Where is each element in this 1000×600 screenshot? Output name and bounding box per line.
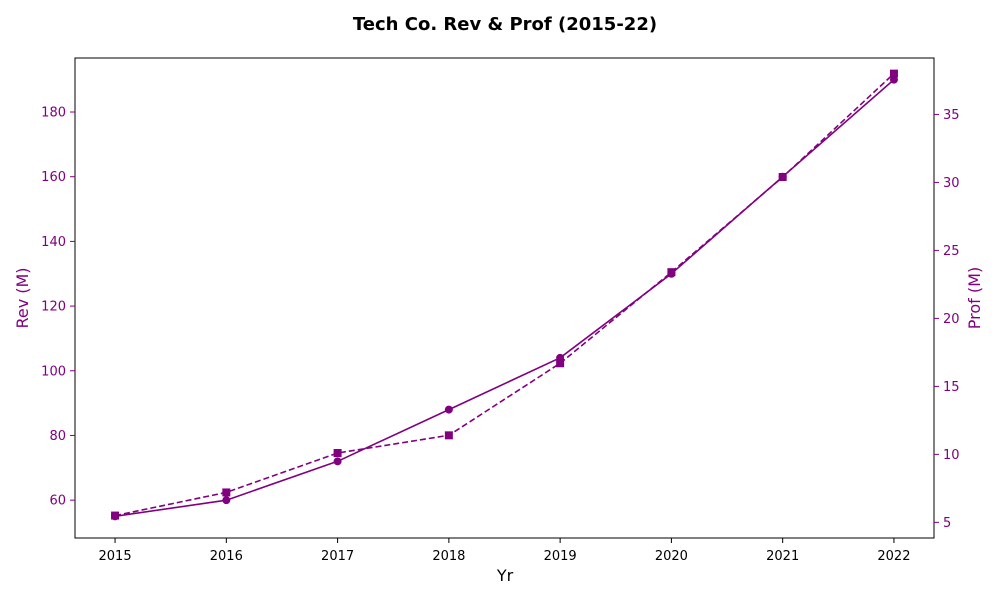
left-y-axis-label: Rev (M) bbox=[13, 267, 32, 328]
right-y-axis-label: Prof (M) bbox=[965, 267, 984, 329]
x-tick-label: 2015 bbox=[99, 549, 132, 564]
right-y-tick-label: 15 bbox=[943, 380, 960, 395]
left-y-axis-ticks: 60 80 100 120 140 160 180 bbox=[41, 106, 75, 509]
profit-series-line bbox=[114, 73, 895, 517]
profit-data-point bbox=[889, 69, 898, 78]
x-tick-label: 2019 bbox=[544, 549, 577, 564]
x-tick-label: 2020 bbox=[655, 549, 688, 564]
x-axis-ticks: 2015 2016 2017 2018 2019 2020 2021 2022 bbox=[99, 538, 910, 564]
plot-area-frame bbox=[74, 57, 935, 539]
profit-data-point bbox=[667, 268, 676, 277]
profit-data-point bbox=[778, 172, 787, 181]
x-tick-label: 2016 bbox=[210, 549, 243, 564]
x-axis-label: Yr bbox=[496, 566, 514, 585]
x-tick-label: 2018 bbox=[432, 549, 465, 564]
revenue-data-point bbox=[444, 405, 453, 414]
profit-data-point bbox=[222, 488, 231, 497]
right-y-tick-label: 5 bbox=[943, 516, 951, 531]
revenue-data-point bbox=[222, 496, 231, 505]
right-y-tick-label: 25 bbox=[943, 244, 960, 259]
profit-data-point bbox=[444, 431, 453, 440]
left-y-tick-label: 180 bbox=[41, 106, 66, 121]
right-y-tick-label: 30 bbox=[943, 176, 960, 191]
left-y-tick-label: 120 bbox=[41, 300, 66, 315]
left-y-tick-label: 160 bbox=[41, 170, 66, 185]
right-y-tick-label: 20 bbox=[943, 312, 960, 327]
revenue-data-point bbox=[333, 457, 342, 466]
x-tick-label: 2021 bbox=[766, 549, 799, 564]
left-y-tick-label: 100 bbox=[41, 364, 66, 379]
x-tick-label: 2022 bbox=[877, 549, 910, 564]
profit-data-point bbox=[556, 359, 565, 368]
profit-data-point bbox=[111, 511, 120, 520]
series-layer bbox=[111, 69, 898, 521]
right-y-tick-label: 35 bbox=[943, 108, 960, 123]
revenue-series-line bbox=[114, 79, 895, 518]
left-y-tick-label: 140 bbox=[41, 235, 66, 250]
profit-data-point bbox=[333, 449, 342, 458]
right-y-tick-label: 10 bbox=[943, 448, 960, 463]
revenue-data-point bbox=[889, 75, 898, 84]
left-y-tick-label: 80 bbox=[49, 429, 66, 444]
left-y-tick-label: 60 bbox=[49, 494, 66, 509]
right-y-axis-ticks: 5 10 15 20 25 30 35 bbox=[934, 108, 960, 531]
chart-title: Tech Co. Rev & Prof (2015-22) bbox=[353, 14, 657, 35]
x-tick-label: 2017 bbox=[321, 549, 354, 564]
